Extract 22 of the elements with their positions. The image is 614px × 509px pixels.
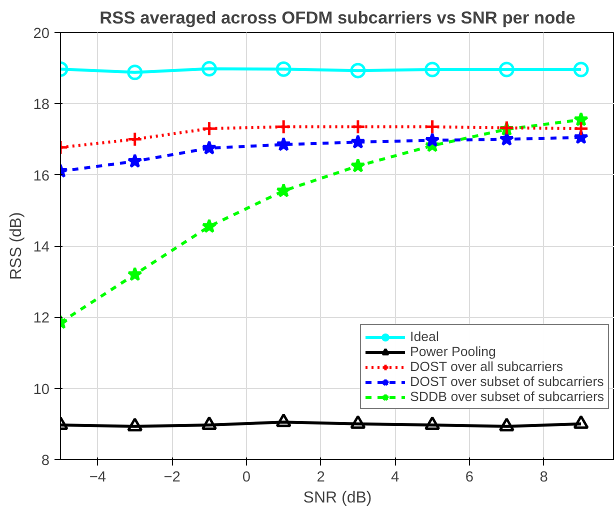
x-tick-label: 4 [391,470,400,486]
legend-label: Ideal [410,329,439,344]
legend-label: SDDB over subset of subcarriers [410,389,604,404]
x-tick-label: 0 [242,470,250,486]
y-tick-label: 14 [33,240,50,256]
y-tick-label: 12 [33,310,50,327]
y-tick-label: 8 [41,453,50,469]
chart-title: RSS averaged across OFDM subcarriers vs SNR per node [100,8,576,28]
x-tick-label: −2 [164,470,180,486]
legend-label: Power Pooling [410,344,496,359]
y-tick-label: 18 [33,97,50,114]
x-tick-label: 8 [540,470,548,486]
y-tick-label: 20 [33,26,50,42]
legend-label: DOST over subset of subcarriers [410,374,604,389]
x-axis-title: SNR (dB) [303,490,372,506]
x-tick-label: 2 [316,470,325,486]
y-tick-label: 16 [33,168,50,184]
y-tick-label: 10 [33,382,50,398]
legend-label: DOST over all subcarriers [410,359,564,374]
y-axis-title: RSS (dB) [8,212,26,280]
x-tick-label: −4 [89,470,106,486]
x-tick-label: 6 [465,470,474,486]
